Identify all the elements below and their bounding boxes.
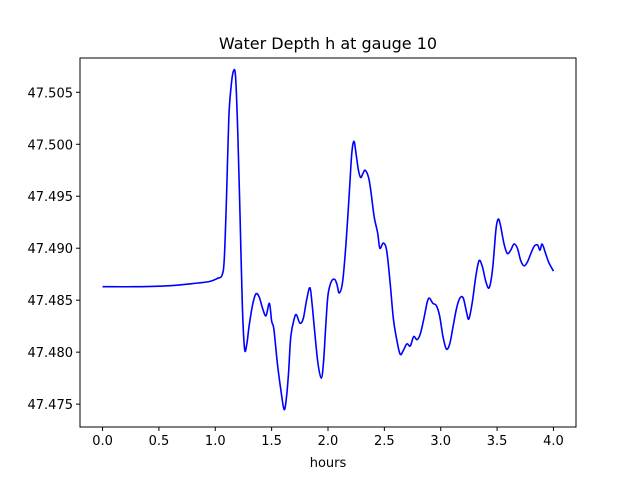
x-tick-label: 1.0 (205, 434, 226, 449)
y-tick-label: 47.500 (28, 138, 74, 153)
x-axis: 0.0 0.5 1.0 1.5 2.0 2.5 3.0 3.5 4.0 (92, 427, 564, 449)
series-layer (102, 68, 555, 411)
x-tick-label: 0.0 (92, 434, 113, 449)
y-axis: 47.475 47.480 47.485 47.490 47.495 47.500 47.5… (28, 86, 80, 413)
y-tick-label: 47.490 (28, 242, 74, 257)
x-tick-label: 1.5 (261, 434, 282, 449)
x-tick-label: 4.0 (543, 434, 564, 449)
x-tick-label: 2.5 (374, 434, 395, 449)
chart-title: Water Depth h at gauge 10 (219, 34, 437, 53)
y-tick-label: 47.485 (28, 294, 74, 309)
x-axis-label: hours (310, 456, 347, 471)
y-tick-label: 47.495 (28, 190, 74, 205)
series-line (102, 68, 555, 411)
y-tick-label: 47.475 (28, 398, 74, 413)
y-tick-label: 47.480 (28, 346, 74, 361)
x-tick-label: 2.0 (318, 434, 339, 449)
x-tick-label: 3.0 (430, 434, 451, 449)
x-tick-label: 3.5 (487, 434, 508, 449)
y-tick-label: 47.505 (28, 86, 74, 101)
x-tick-label: 0.5 (149, 434, 170, 449)
